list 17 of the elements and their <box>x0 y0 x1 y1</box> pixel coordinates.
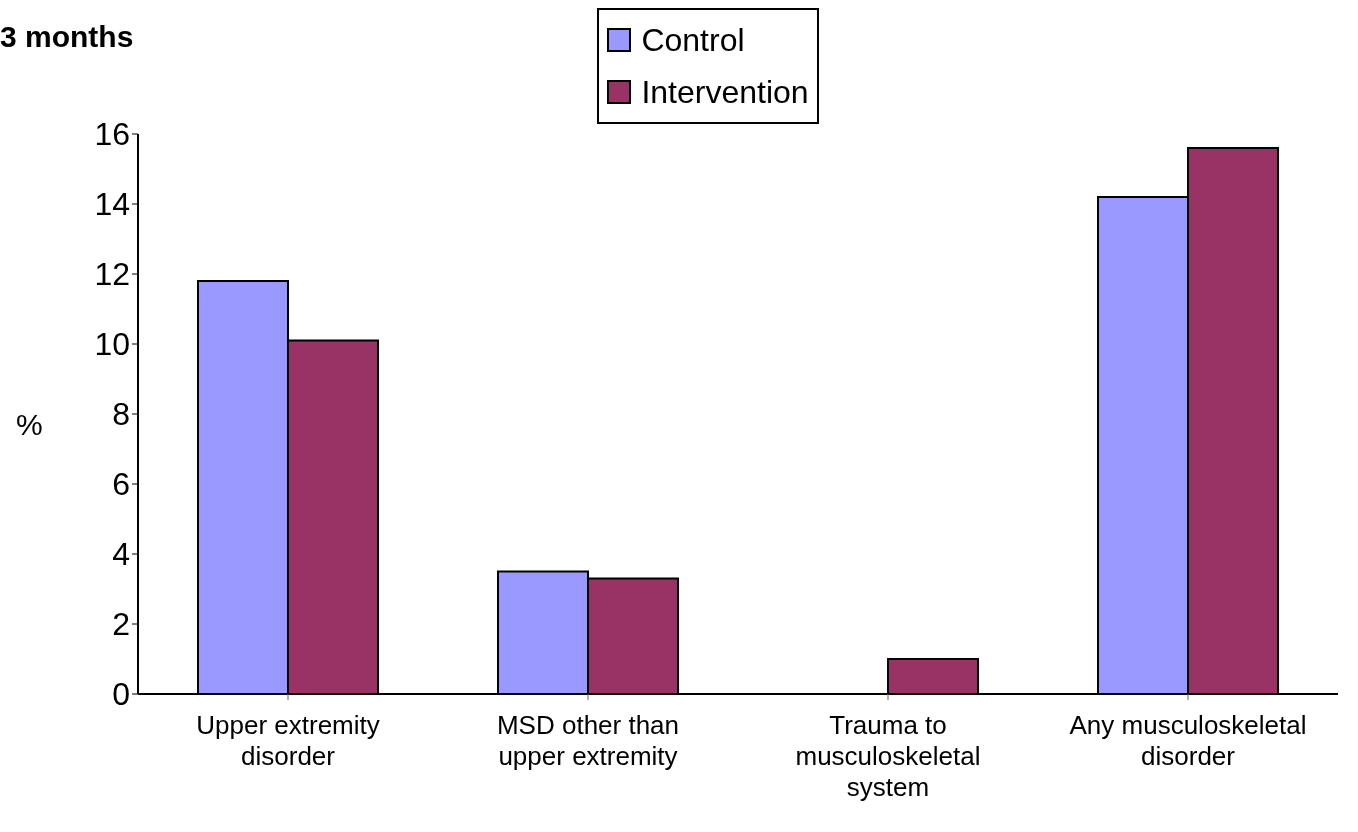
y-tick-label: 4 <box>112 536 130 573</box>
chart-title: 3 months <box>0 20 134 54</box>
y-tick-label: 0 <box>112 676 130 713</box>
y-tick-label: 14 <box>94 186 130 223</box>
y-tick-label: 8 <box>112 396 130 433</box>
legend-label: Control <box>641 21 745 60</box>
y-tick-label: 16 <box>94 116 130 153</box>
y-tick-label: 10 <box>94 326 130 363</box>
y-axis-title: % <box>16 408 43 442</box>
y-tick-label: 2 <box>112 606 130 643</box>
x-tick-label: Trauma to musculoskeletal system <box>795 710 981 802</box>
legend-label: Intervention <box>641 73 809 112</box>
x-tick-label: MSD other than upper extremity <box>496 710 680 771</box>
x-tick-label: Upper extremity disorder <box>196 710 380 771</box>
x-tick-label: Any musculoskeletal disorder <box>1069 710 1307 771</box>
y-tick-label: 6 <box>112 466 130 503</box>
y-tick-label: 12 <box>94 256 130 293</box>
